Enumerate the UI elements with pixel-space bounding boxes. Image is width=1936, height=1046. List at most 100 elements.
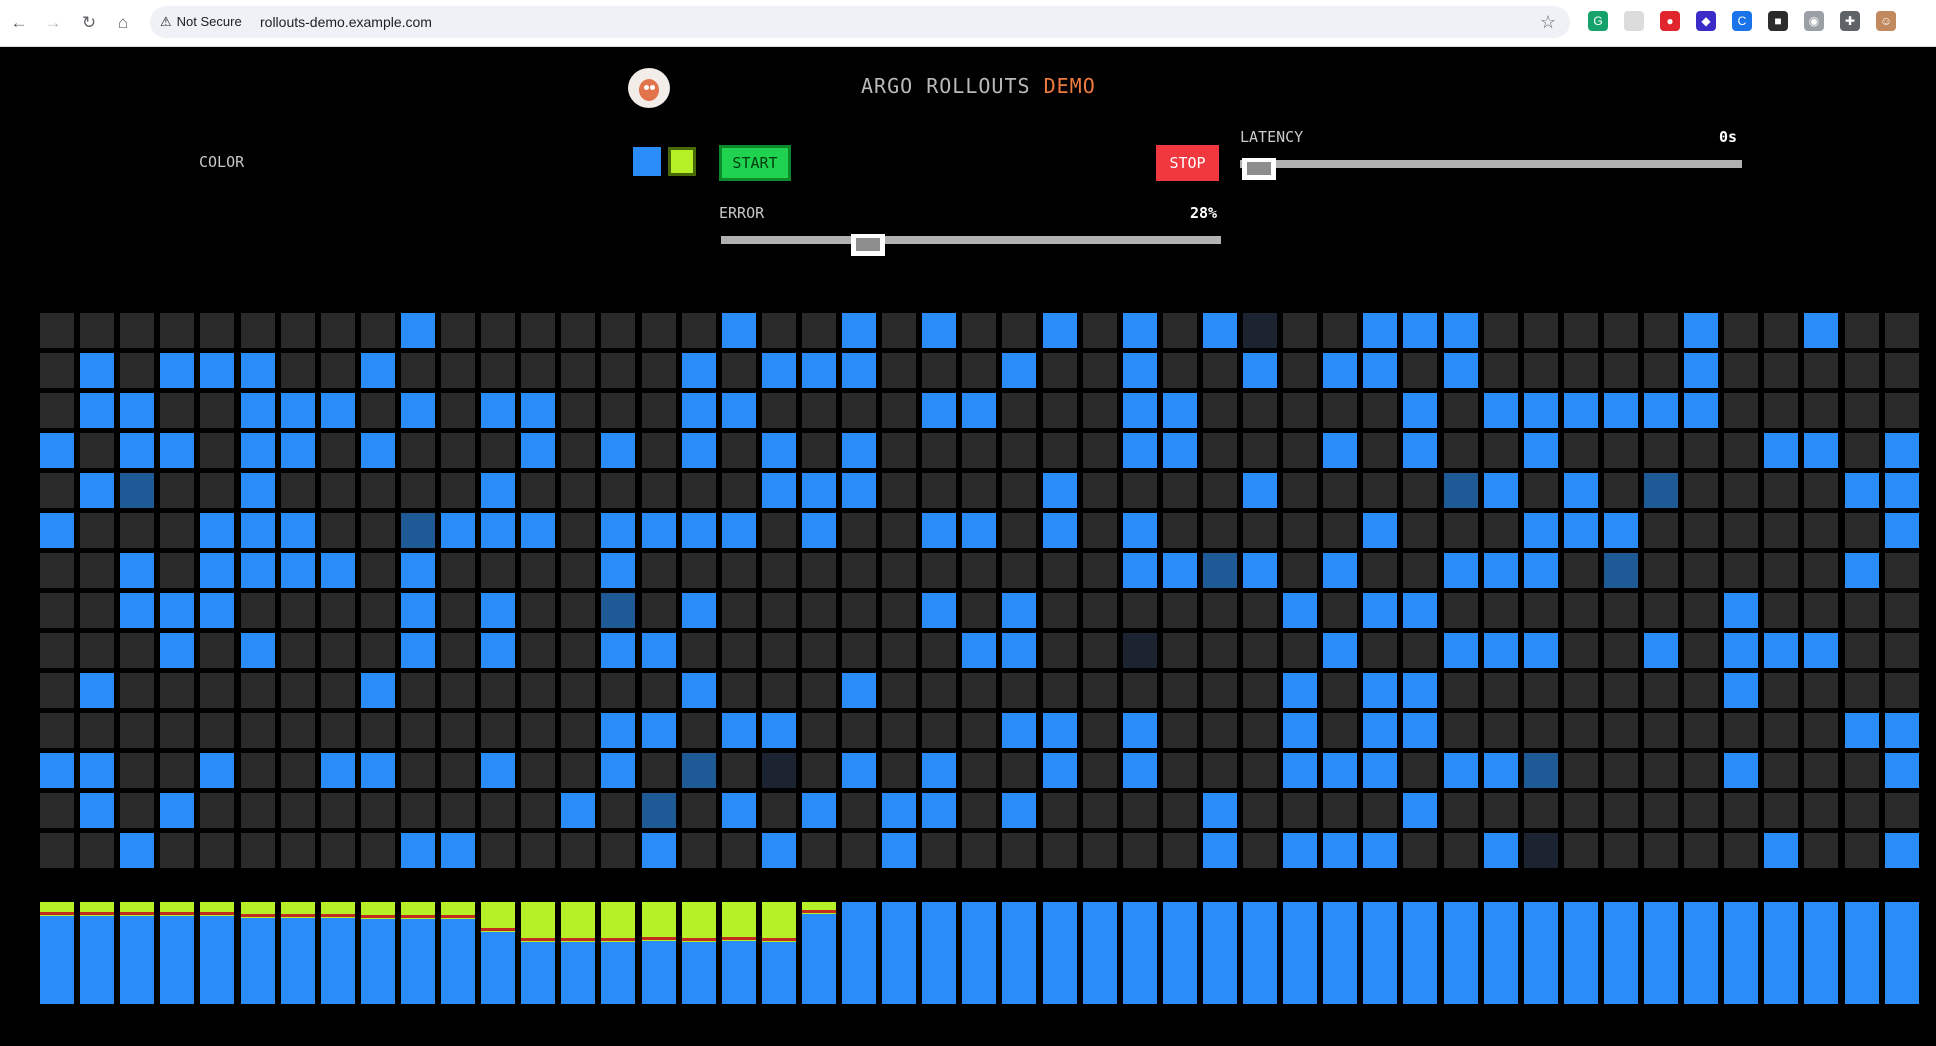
grid-cell: [120, 633, 154, 668]
purple-extension-icon[interactable]: ◆: [1696, 11, 1716, 31]
ublock-icon[interactable]: ●: [1660, 11, 1680, 31]
error-slider-track[interactable]: [721, 236, 1221, 244]
green-color-swatch[interactable]: [668, 147, 696, 176]
blue-segment: [1684, 902, 1718, 1004]
grid-cell: [1604, 393, 1638, 428]
latency-slider-thumb[interactable]: [1242, 158, 1276, 180]
reload-icon[interactable]: ↻: [81, 13, 97, 32]
grid-cell: [1804, 833, 1838, 868]
cloud-extension-icon[interactable]: C: [1732, 11, 1752, 31]
grid-cell: [1002, 393, 1036, 428]
grid-cell: [1363, 473, 1397, 508]
grid-cell: [321, 633, 355, 668]
grid-cell: [1163, 393, 1197, 428]
blue-color-swatch[interactable]: [633, 147, 661, 176]
grid-cell: [1243, 713, 1277, 748]
start-button[interactable]: START: [719, 145, 791, 181]
url-text[interactable]: rollouts-demo.example.com: [260, 14, 432, 30]
grid-cell: [321, 673, 355, 708]
address-bar[interactable]: [150, 6, 1570, 38]
grid-cell: [120, 353, 154, 388]
grid-cell: [802, 833, 836, 868]
error-segment: [642, 937, 676, 940]
grid-cell: [561, 833, 595, 868]
grid-cell: [1123, 393, 1157, 428]
grid-cell: [441, 633, 475, 668]
grid-cell: [1484, 713, 1518, 748]
grid-cell: [241, 673, 275, 708]
puzzle-extensions-icon[interactable]: ✚: [1840, 11, 1860, 31]
grid-cell: [1203, 793, 1237, 828]
grid-cell: [160, 433, 194, 468]
grid-cell: [521, 673, 555, 708]
extension-blank-icon[interactable]: [1624, 11, 1644, 31]
grid-cell: [1123, 793, 1157, 828]
grid-cell: [361, 673, 395, 708]
grid-cell: [722, 713, 756, 748]
grid-cell: [1323, 473, 1357, 508]
grid-cell: [882, 513, 916, 548]
grid-cell: [722, 753, 756, 788]
version-bar: [1804, 902, 1838, 1004]
grid-cell: [682, 633, 716, 668]
grid-cell: [922, 393, 956, 428]
latency-slider-track[interactable]: [1240, 160, 1742, 168]
grid-cell: [40, 793, 74, 828]
profile-avatar-icon[interactable]: ☺: [1876, 11, 1896, 31]
version-bar: [601, 902, 635, 1004]
stop-button[interactable]: STOP: [1156, 145, 1219, 181]
security-chip[interactable]: ⚠ Not Secure: [160, 12, 242, 32]
green-segment: [762, 902, 796, 942]
grid-cell: [1684, 473, 1718, 508]
camera-icon[interactable]: ◉: [1804, 11, 1824, 31]
grid-cell: [281, 753, 315, 788]
grammarly-icon[interactable]: G: [1588, 11, 1608, 31]
grid-cell: [481, 313, 515, 348]
dark-extension-icon[interactable]: ■: [1768, 11, 1788, 31]
grid-cell: [802, 633, 836, 668]
grid-cell: [1845, 473, 1879, 508]
grid-cell: [601, 513, 635, 548]
grid-cell: [80, 313, 114, 348]
version-bar: [922, 902, 956, 1004]
grid-cell: [601, 393, 635, 428]
back-icon[interactable]: ←: [10, 13, 28, 32]
grid-cell: [401, 313, 435, 348]
bookmark-star-icon[interactable]: ☆: [1540, 12, 1557, 32]
grid-cell: [40, 513, 74, 548]
version-bar: [1644, 902, 1678, 1004]
grid-cell: [1564, 833, 1598, 868]
forward-icon[interactable]: →: [44, 13, 62, 32]
grid-cell: [80, 553, 114, 588]
blue-segment: [120, 916, 154, 1004]
grid-cell: [962, 833, 996, 868]
grid-cell: [1764, 393, 1798, 428]
grid-cell: [1203, 513, 1237, 548]
grid-cell: [1724, 753, 1758, 788]
home-icon[interactable]: ⌂: [117, 13, 129, 32]
grid-cell: [1163, 313, 1197, 348]
grid-cell: [842, 713, 876, 748]
grid-cell: [281, 513, 315, 548]
grid-cell: [200, 313, 234, 348]
grid-cell: [1484, 553, 1518, 588]
grid-cell: [441, 393, 475, 428]
error-segment: [561, 938, 595, 941]
grid-cell: [1604, 313, 1638, 348]
grid-cell: [521, 593, 555, 628]
grid-cell: [642, 473, 676, 508]
grid-cell: [601, 833, 635, 868]
grid-cell: [281, 713, 315, 748]
grid-cell: [1043, 513, 1077, 548]
error-slider-thumb[interactable]: [851, 234, 885, 256]
grid-cell: [682, 513, 716, 548]
grid-cell: [1444, 713, 1478, 748]
grid-cell: [882, 353, 916, 388]
grid-cell: [1644, 633, 1678, 668]
version-bar: [1123, 902, 1157, 1004]
grid-cell: [481, 753, 515, 788]
grid-cell: [241, 313, 275, 348]
grid-cell: [922, 513, 956, 548]
grid-cell: [1002, 673, 1036, 708]
blue-segment: [40, 916, 74, 1004]
